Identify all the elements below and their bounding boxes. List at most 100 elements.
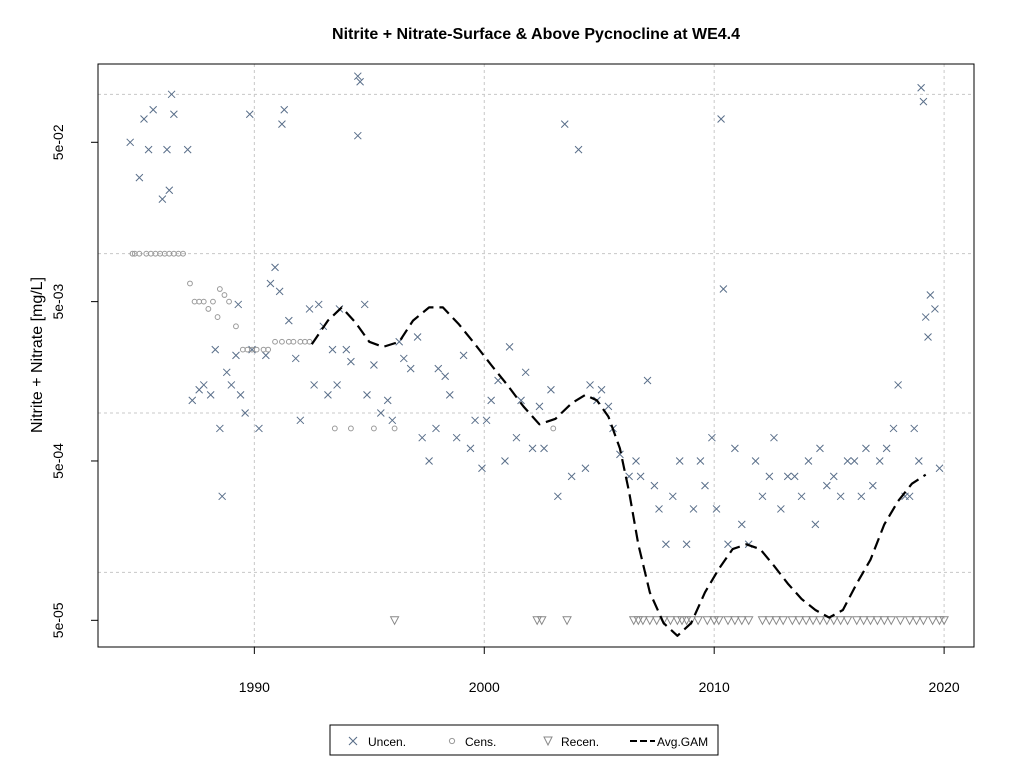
recen-point — [835, 616, 846, 626]
uncen-point — [218, 492, 227, 501]
uncen-point — [636, 472, 645, 481]
uncen-point — [675, 457, 684, 465]
uncen-point — [388, 416, 397, 425]
recen-point — [709, 616, 720, 626]
uncen-point — [894, 381, 902, 389]
uncen-point — [919, 97, 928, 106]
uncen-point — [206, 390, 215, 399]
uncen-point — [275, 287, 284, 296]
recen-point — [702, 616, 713, 626]
uncen-point — [910, 424, 919, 433]
uncen-point — [783, 472, 792, 481]
recen-point — [686, 616, 697, 626]
uncen-point — [383, 396, 392, 405]
uncen-point — [724, 540, 732, 549]
recen-point — [389, 616, 400, 626]
uncen-point — [758, 492, 767, 501]
recen-point — [865, 616, 876, 626]
recen-point — [815, 616, 825, 626]
legend-cross-icon — [348, 736, 358, 746]
recen-point — [934, 616, 945, 626]
uncen-point — [227, 381, 236, 389]
uncen-point — [466, 444, 475, 453]
uncen-point — [921, 313, 930, 321]
uncen-point — [425, 457, 433, 465]
uncen-point — [434, 364, 443, 373]
uncen-point — [875, 457, 884, 465]
uncen-point — [689, 505, 698, 513]
legend-circle-icon — [448, 737, 456, 745]
uncen-point — [701, 481, 709, 490]
recen-point — [633, 616, 644, 626]
uncen-point — [271, 263, 279, 272]
cens-point — [331, 425, 338, 432]
recen-point — [904, 616, 915, 626]
recen-point — [771, 616, 782, 626]
cens-point — [371, 425, 377, 432]
recen-point — [628, 616, 639, 626]
cens-point — [290, 338, 297, 345]
uncen-point — [597, 385, 606, 394]
cens-point — [285, 338, 292, 345]
gam-line — [310, 306, 927, 637]
x-tick-label: 2020 — [929, 679, 960, 695]
y-tick-label: 5e-02 — [50, 124, 66, 160]
x-tick-label: 2000 — [469, 679, 500, 695]
grid — [98, 64, 974, 647]
uncen-point — [149, 105, 158, 114]
recen-point — [858, 616, 869, 626]
legend-item-cens: Cens. — [448, 735, 496, 749]
y-tick-label: 5e-03 — [50, 284, 66, 320]
cens-point — [196, 298, 203, 305]
uncen-point — [452, 433, 461, 442]
cens-point — [233, 323, 239, 330]
uncen-point — [494, 376, 502, 385]
recen-point — [851, 616, 862, 626]
uncen-point — [765, 472, 774, 481]
recen-point — [638, 616, 648, 626]
uncen-point — [406, 364, 415, 373]
cens-point — [279, 338, 285, 345]
uncen-point — [650, 481, 659, 490]
recen-point — [713, 616, 724, 626]
cens-point — [550, 425, 557, 432]
recen-point — [693, 616, 703, 626]
uncen-point — [183, 145, 192, 154]
recen-point — [743, 616, 754, 626]
uncen-point — [632, 457, 640, 465]
uncen-point — [822, 481, 831, 490]
cens-point — [221, 292, 228, 298]
recen-point — [787, 616, 798, 626]
recen-point — [672, 616, 683, 626]
uncen-point — [862, 444, 870, 453]
recen-point — [723, 616, 733, 626]
uncen-point — [284, 316, 293, 325]
uncen-point — [926, 291, 935, 299]
recen-point — [562, 616, 572, 626]
recen-point — [757, 616, 768, 626]
recen-point — [677, 616, 687, 626]
uncen-point — [505, 343, 514, 351]
uncen-point — [241, 409, 250, 417]
uncen-point — [135, 173, 144, 182]
uncen-point — [310, 381, 318, 389]
legend-label-cens: Cens. — [465, 735, 496, 749]
uncen-point — [843, 457, 852, 465]
recen-point — [879, 616, 890, 626]
chart-title: Nitrite + Nitrate-Surface & Above Pycnoc… — [332, 26, 740, 43]
uncen-point — [501, 457, 509, 465]
recen-point — [895, 616, 906, 626]
uncen-point — [512, 433, 521, 442]
uncen-point — [441, 372, 450, 381]
uncen-point — [811, 520, 820, 529]
data-marks — [126, 72, 949, 637]
recen-point — [736, 616, 747, 626]
uncen-point — [535, 402, 544, 411]
uncen-point — [482, 416, 491, 425]
legend-label-uncen: Uncen. — [368, 735, 406, 749]
uncen-point — [521, 368, 530, 377]
uncen-point — [914, 457, 923, 465]
uncen-point — [261, 351, 270, 360]
uncen-point — [459, 351, 468, 360]
uncen-point — [211, 345, 220, 354]
